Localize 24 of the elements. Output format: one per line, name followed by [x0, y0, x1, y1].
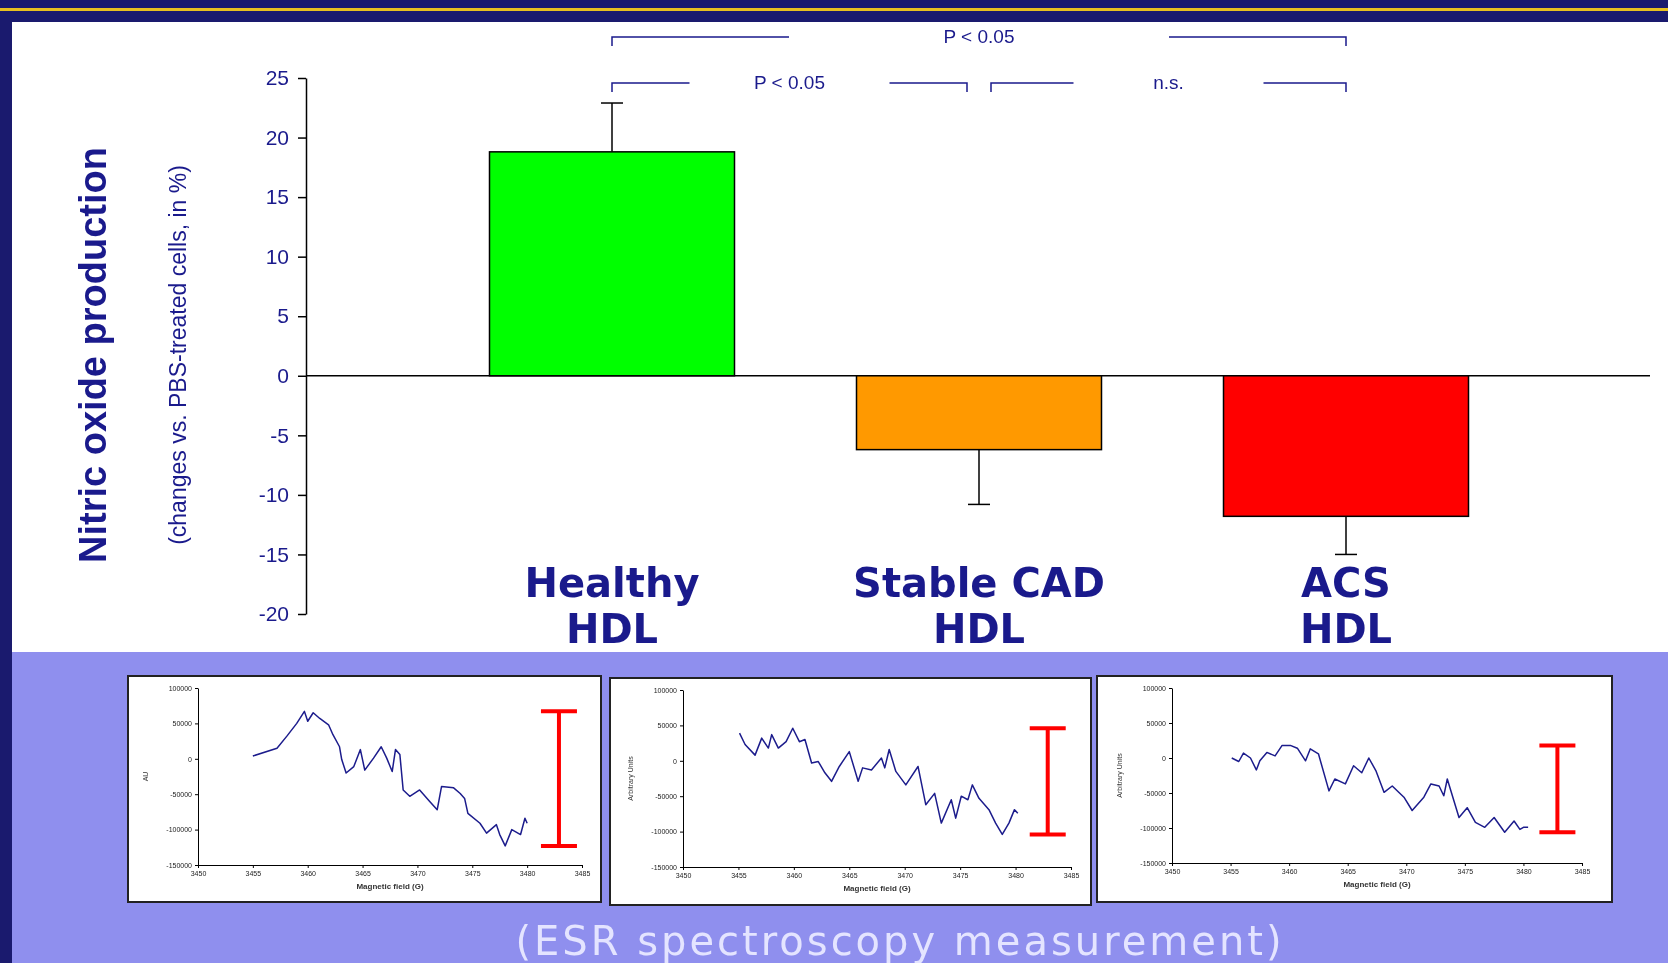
- annotation: n.s.: [1153, 72, 1184, 93]
- y-tick-label: -15: [258, 542, 289, 566]
- x-tick-label: Stable CAD HDL: [853, 560, 1105, 652]
- annotation: P < 0.05: [754, 72, 825, 93]
- text: (ESR spectroscopy measurement): [515, 918, 1285, 963]
- text: Nitric oxide production (changes vs. PBS-treated cells, in %): [72, 147, 191, 563]
- y-tick-label: 15: [265, 185, 289, 209]
- x-tick-label: ACS HDL: [1299, 560, 1393, 652]
- y-tick-label: -20: [258, 602, 289, 626]
- line-series: [252, 710, 528, 847]
- y-tick-label: 20: [265, 125, 289, 149]
- text: P < 0.05: [943, 26, 1015, 47]
- x-axis-title: Magnetic field (G): [356, 882, 424, 891]
- x-axis-title: Magnetic field (G): [1343, 880, 1411, 889]
- y-tick-label: 0: [277, 364, 289, 387]
- x-tick-label: Healthy HDL: [524, 560, 700, 652]
- line-series: [1230, 744, 1529, 833]
- y-tick-label: 10: [265, 244, 289, 268]
- y-tick-label: -10: [258, 483, 289, 507]
- x-axis-title: Magnetic field (G): [843, 884, 911, 893]
- line-series: [738, 727, 1019, 836]
- y-tick-label: 5: [277, 304, 289, 328]
- y-tick-label: -5: [270, 423, 289, 447]
- y-tick-label: 25: [265, 66, 289, 90]
